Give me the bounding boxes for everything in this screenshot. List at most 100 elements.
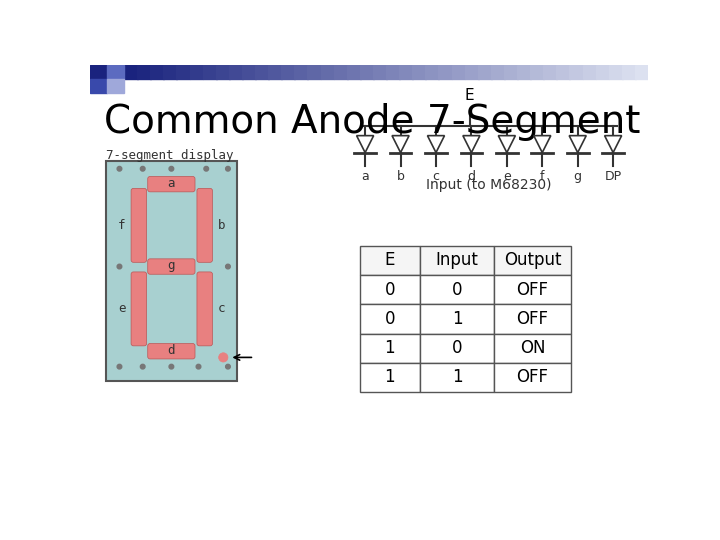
Bar: [517, 65, 531, 79]
Bar: [124, 65, 138, 79]
Text: ON: ON: [520, 339, 545, 357]
Bar: [189, 65, 204, 79]
Text: 0: 0: [384, 310, 395, 328]
Polygon shape: [428, 136, 444, 153]
FancyBboxPatch shape: [131, 188, 147, 262]
Circle shape: [117, 364, 122, 369]
Bar: [268, 65, 282, 79]
Bar: [242, 65, 256, 79]
Bar: [464, 65, 479, 79]
Text: OFF: OFF: [516, 310, 549, 328]
Text: c: c: [218, 302, 225, 315]
Bar: [426, 65, 439, 79]
Bar: [557, 65, 570, 79]
Bar: [360, 65, 374, 79]
Bar: [360, 275, 420, 304]
Polygon shape: [463, 136, 480, 153]
Bar: [478, 65, 492, 79]
Text: 0: 0: [451, 339, 462, 357]
Text: OFF: OFF: [516, 281, 549, 299]
Text: e: e: [118, 302, 125, 315]
Text: d: d: [168, 344, 175, 357]
Bar: [494, 275, 571, 304]
Bar: [504, 65, 518, 79]
Bar: [176, 65, 190, 79]
Text: c: c: [433, 170, 439, 183]
Bar: [138, 65, 151, 79]
Polygon shape: [534, 136, 551, 153]
Text: a: a: [168, 177, 175, 190]
FancyBboxPatch shape: [197, 272, 212, 346]
Bar: [90, 65, 107, 79]
Bar: [543, 65, 557, 79]
Circle shape: [140, 166, 145, 171]
Text: 1: 1: [451, 310, 462, 328]
Circle shape: [225, 166, 230, 171]
Bar: [494, 304, 571, 334]
Text: b: b: [397, 170, 405, 183]
Polygon shape: [356, 136, 374, 153]
Bar: [595, 65, 610, 79]
FancyBboxPatch shape: [131, 272, 147, 346]
Bar: [294, 65, 308, 79]
Bar: [90, 79, 107, 92]
Bar: [622, 65, 636, 79]
Bar: [360, 363, 420, 392]
Bar: [360, 334, 420, 363]
Text: b: b: [218, 219, 225, 232]
Bar: [530, 65, 544, 79]
Bar: [333, 65, 348, 79]
Circle shape: [196, 364, 201, 369]
Text: f: f: [118, 219, 125, 232]
Text: 1: 1: [384, 368, 395, 387]
Bar: [106, 161, 238, 381]
FancyBboxPatch shape: [148, 177, 195, 192]
Bar: [320, 65, 334, 79]
Text: a: a: [361, 170, 369, 183]
Circle shape: [169, 364, 174, 369]
Text: 1: 1: [384, 339, 395, 357]
Text: g: g: [168, 259, 175, 272]
Bar: [229, 65, 243, 79]
Text: Common Anode 7-Segment: Common Anode 7-Segment: [104, 103, 640, 141]
Bar: [420, 334, 494, 363]
Bar: [216, 65, 230, 79]
Text: Output: Output: [504, 252, 562, 269]
Circle shape: [169, 166, 174, 171]
Bar: [107, 65, 124, 79]
Circle shape: [117, 166, 122, 171]
FancyBboxPatch shape: [148, 343, 195, 359]
Polygon shape: [605, 136, 621, 153]
Bar: [570, 65, 583, 79]
Bar: [582, 65, 596, 79]
Bar: [347, 65, 361, 79]
Text: e: e: [503, 170, 510, 183]
Bar: [494, 334, 571, 363]
Text: E: E: [384, 252, 395, 269]
Bar: [491, 65, 505, 79]
Bar: [635, 65, 649, 79]
Text: 1: 1: [451, 368, 462, 387]
Text: f: f: [540, 170, 544, 183]
Circle shape: [117, 264, 122, 269]
Bar: [608, 65, 623, 79]
Bar: [282, 65, 295, 79]
Text: OFF: OFF: [516, 368, 549, 387]
Bar: [307, 65, 321, 79]
Bar: [420, 275, 494, 304]
Text: Input: Input: [436, 252, 478, 269]
Text: 7-segment display: 7-segment display: [106, 150, 233, 163]
Text: g: g: [574, 170, 582, 183]
Polygon shape: [498, 136, 516, 153]
Bar: [413, 65, 426, 79]
FancyBboxPatch shape: [197, 188, 212, 262]
Text: E: E: [465, 89, 474, 103]
Circle shape: [140, 364, 145, 369]
Text: d: d: [467, 170, 475, 183]
Bar: [494, 363, 571, 392]
Polygon shape: [570, 136, 586, 153]
Bar: [420, 246, 494, 275]
Circle shape: [204, 166, 209, 171]
Circle shape: [219, 353, 228, 362]
Bar: [360, 304, 420, 334]
